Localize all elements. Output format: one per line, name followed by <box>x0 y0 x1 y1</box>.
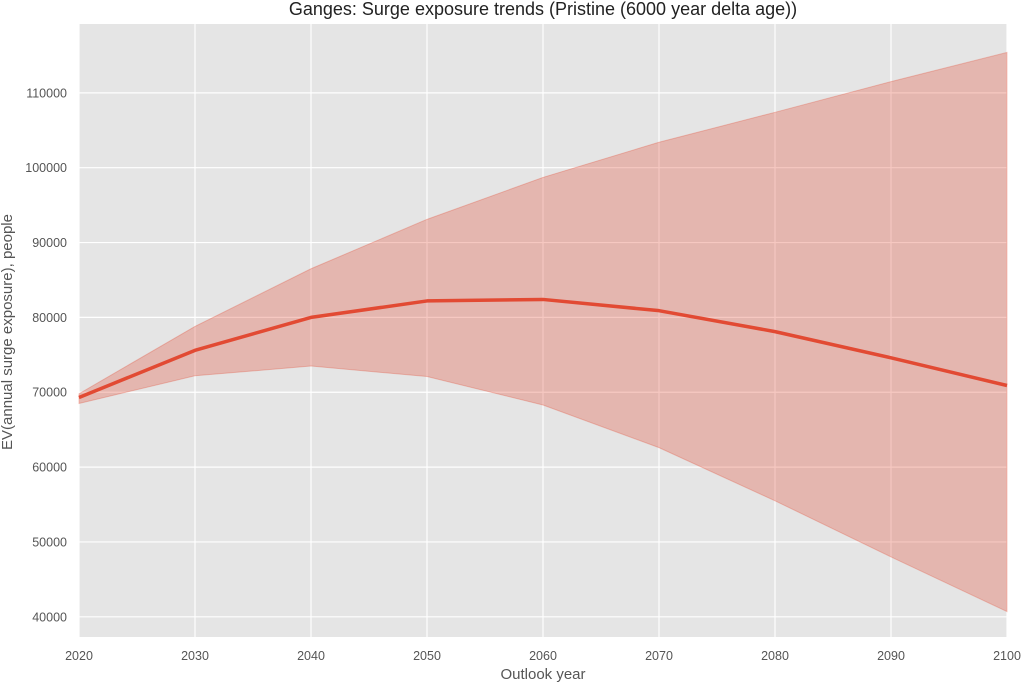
y-tick-label: 80000 <box>32 311 67 325</box>
confidence-band <box>78 51 1008 613</box>
x-tick-label: 2030 <box>181 649 209 663</box>
x-axis-ticks: 2020 2030 2040 2050 2060 2070 2080 2090 2100 <box>65 649 1021 663</box>
y-tick-label: 90000 <box>32 236 67 250</box>
y-tick-label: 110000 <box>26 86 67 100</box>
x-tick-label: 2020 <box>65 649 93 663</box>
y-tick-label: 100000 <box>25 161 67 175</box>
x-tick-label: 2040 <box>297 649 325 663</box>
grid-lines <box>78 24 1008 637</box>
y-tick-label: 60000 <box>32 461 67 475</box>
x-tick-label: 2060 <box>529 649 557 663</box>
series-line <box>78 297 1008 400</box>
y-tick-label: 70000 <box>32 386 67 400</box>
x-tick-label: 2100 <box>993 649 1021 663</box>
y-tick-label: 50000 <box>32 535 67 549</box>
series-line-layer <box>78 297 1008 400</box>
x-tick-label: 2090 <box>877 649 905 663</box>
chart-title: Ganges: Surge exposure trends (Pristine … <box>289 0 797 19</box>
y-axis-ticks: 40000 50000 60000 70000 80000 90000 100000 1100… <box>25 86 67 624</box>
x-axis-label: Outlook year <box>500 666 585 683</box>
x-tick-label: 2070 <box>645 649 673 663</box>
x-tick-label: 2080 <box>761 649 789 663</box>
x-tick-label: 2050 <box>413 649 441 663</box>
y-tick-label: 40000 <box>32 610 67 624</box>
y-axis-label: EV(annual surge exposure), people <box>0 214 16 450</box>
confidence-band-layer <box>78 51 1008 613</box>
